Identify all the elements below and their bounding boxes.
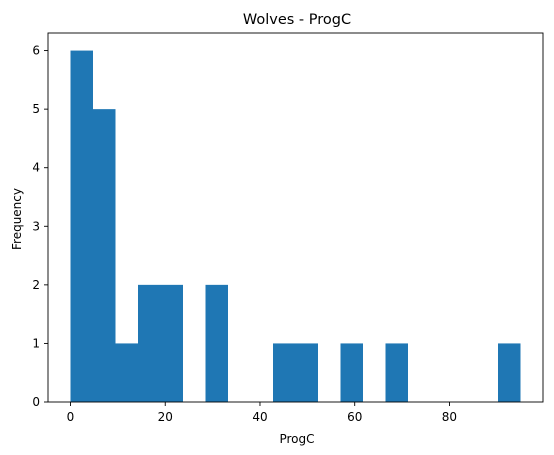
y-tick-label-0: 0 bbox=[32, 395, 40, 409]
histogram-bar-1 bbox=[93, 109, 116, 403]
y-tick-label-4: 4 bbox=[32, 161, 40, 175]
x-tick-label-4: 80 bbox=[442, 410, 457, 424]
histogram-bar-12 bbox=[340, 343, 363, 402]
x-axis-label: ProgC bbox=[279, 432, 314, 446]
y-tick-label-5: 5 bbox=[32, 102, 40, 116]
y-axis-label: Frequency bbox=[10, 188, 24, 250]
y-tick-label-1: 1 bbox=[32, 336, 40, 350]
histogram-bar-9 bbox=[273, 343, 296, 402]
histogram-bar-19 bbox=[498, 343, 521, 402]
y-tick-label-6: 6 bbox=[32, 44, 40, 58]
bars-group bbox=[70, 50, 521, 403]
x-tick-label-1: 20 bbox=[158, 410, 173, 424]
x-tick-label-3: 60 bbox=[347, 410, 362, 424]
x-tick-label-0: 0 bbox=[67, 410, 75, 424]
histogram-bar-10 bbox=[295, 343, 318, 402]
plot-frame bbox=[47, 32, 544, 403]
histogram-bar-0 bbox=[70, 50, 93, 402]
histogram-bar-14 bbox=[385, 343, 408, 402]
x-axis-ticks: 0 20 40 60 80 bbox=[67, 402, 457, 424]
chart-title: Wolves - ProgC bbox=[243, 12, 351, 28]
histogram-bar-6 bbox=[205, 284, 228, 402]
histogram-bar-4 bbox=[160, 284, 183, 402]
y-axis-ticks: 0 1 2 3 4 5 6 bbox=[32, 44, 48, 409]
y-tick-label-3: 3 bbox=[32, 219, 40, 233]
x-tick-label-2: 40 bbox=[252, 410, 267, 424]
y-tick-label-2: 2 bbox=[32, 278, 40, 292]
histogram-bar-2 bbox=[115, 343, 138, 402]
histogram-bar-3 bbox=[138, 284, 161, 402]
